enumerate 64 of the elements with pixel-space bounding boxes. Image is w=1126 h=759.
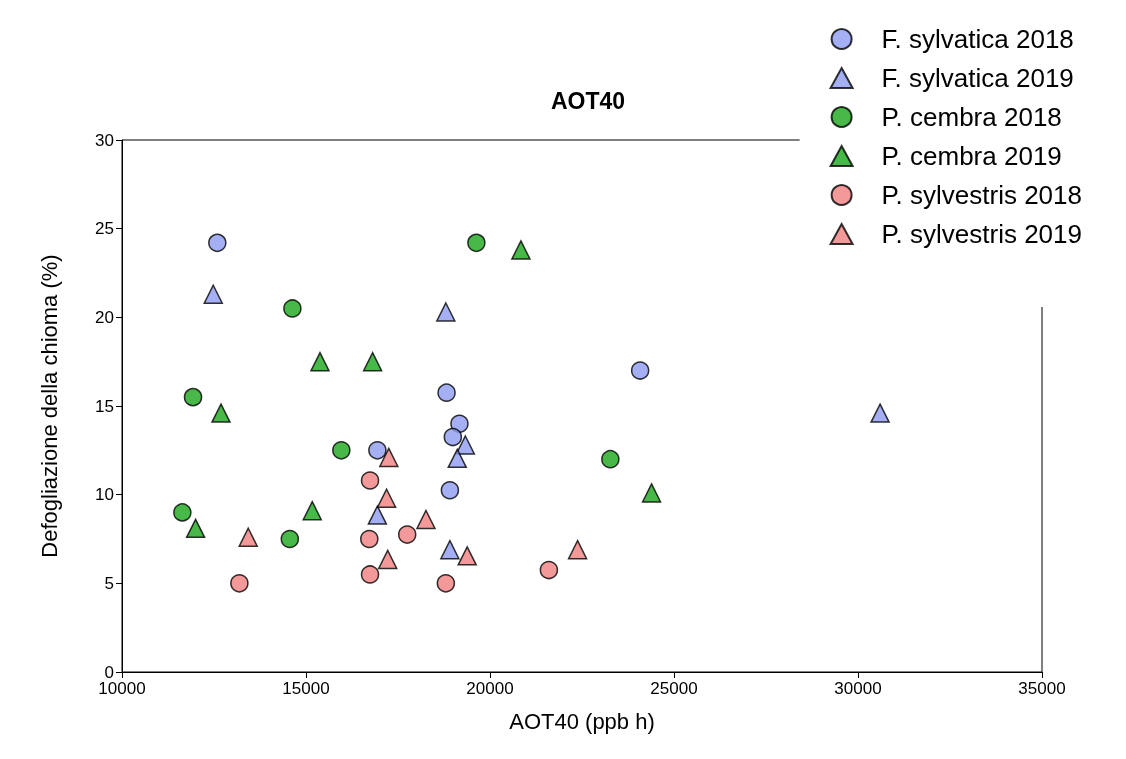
x-axis-title: AOT40 (ppb h) [509, 708, 655, 734]
point [436, 302, 456, 322]
y-tick-label: 15 [95, 396, 114, 416]
point [630, 361, 650, 380]
point [211, 403, 231, 423]
x-tick-label: 20000 [466, 679, 514, 698]
point [457, 546, 477, 566]
point [362, 351, 383, 372]
y-tick-label: 0 [104, 662, 114, 682]
point [511, 240, 531, 260]
point [283, 299, 302, 318]
x-tick-label: 15000 [282, 679, 330, 698]
point [467, 233, 486, 253]
point [440, 539, 460, 560]
y-tick-label: 30 [95, 130, 114, 150]
point [377, 549, 398, 570]
x-tick-label: 10000 [98, 679, 146, 698]
point [332, 441, 351, 460]
point [450, 414, 469, 433]
point [302, 500, 323, 521]
point [360, 565, 380, 584]
y-tick-label: 5 [104, 573, 114, 593]
point [379, 447, 399, 468]
legend-label: P. cembra 2018 [881, 102, 1062, 132]
point [368, 441, 387, 460]
y-tick-label: 20 [95, 307, 114, 327]
point [447, 448, 467, 469]
point [238, 527, 258, 547]
point [870, 403, 890, 423]
point [397, 525, 417, 544]
point [437, 383, 456, 402]
point [203, 284, 224, 305]
point [185, 518, 206, 539]
x-tick-label: 30000 [834, 679, 882, 698]
point [208, 233, 227, 253]
point [601, 449, 620, 469]
point [416, 509, 436, 530]
point [310, 351, 330, 372]
point [360, 471, 380, 490]
point [436, 574, 456, 593]
point [443, 427, 463, 447]
point [455, 435, 476, 455]
point [280, 529, 300, 549]
point [360, 529, 379, 549]
x-tick-label: 25000 [650, 679, 698, 698]
legend-label: P. cembra 2019 [881, 141, 1062, 171]
legend-label: P. sylvestris 2018 [881, 180, 1083, 210]
chart-title: AOT40 [550, 87, 626, 114]
legend-label: F. sylvatica 2018 [881, 24, 1074, 54]
point [567, 539, 588, 560]
y-tick-label: 25 [95, 219, 114, 239]
point [539, 560, 559, 580]
point [173, 503, 192, 522]
x-tick-label: 35000 [1018, 679, 1066, 698]
legend-label: F. sylvatica 2019 [881, 63, 1074, 93]
point [641, 483, 662, 503]
legend-label: P. sylvestris 2019 [881, 219, 1083, 249]
point [367, 505, 388, 525]
y-tick-label: 10 [95, 485, 114, 505]
point [183, 387, 203, 407]
y-axis-title: Defogliazione della chioma (%) [36, 254, 62, 558]
point [440, 480, 460, 500]
point [230, 574, 249, 593]
point [376, 488, 397, 508]
